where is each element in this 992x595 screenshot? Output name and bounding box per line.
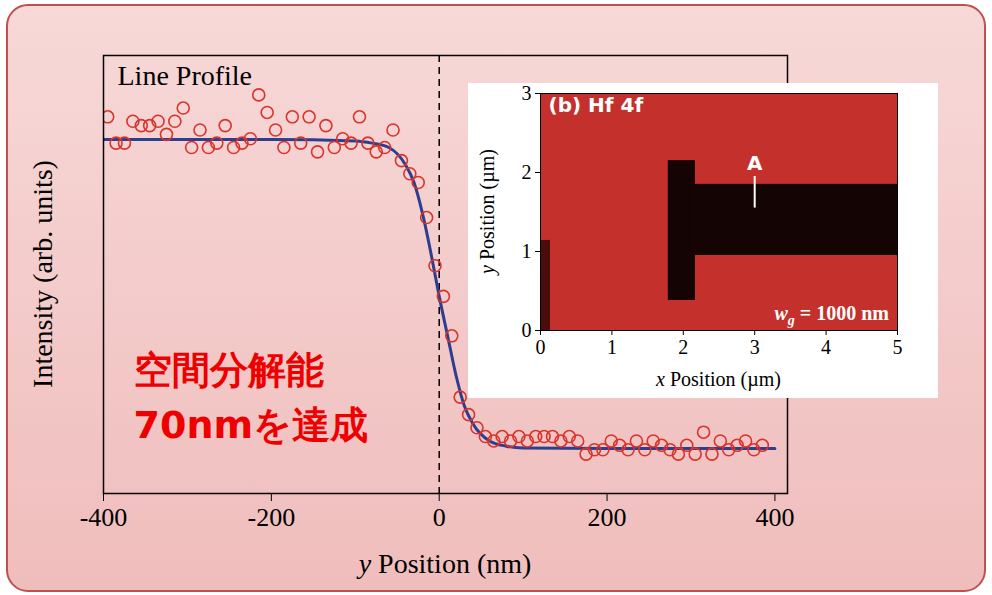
svg-text:0: 0 [522,319,532,341]
svg-text:(b) Hf 4f: (b) Hf 4f [549,93,644,117]
svg-text:y Position (nm): y Position (nm) [356,548,532,579]
svg-text:-200: -200 [248,503,296,532]
svg-text:1: 1 [607,336,617,358]
svg-text:1: 1 [522,240,532,262]
svg-text:4: 4 [821,336,831,358]
svg-text:Line Profile: Line Profile [118,60,253,91]
svg-text:5: 5 [893,336,903,358]
svg-text:y Position (µm): y Position (µm) [476,149,499,276]
svg-text:200: 200 [588,503,627,532]
svg-text:A: A [747,151,763,175]
svg-text:x Position (µm): x Position (µm) [655,368,781,391]
svg-text:400: 400 [755,503,794,532]
svg-text:空間分解能70nmを達成: 空間分解能70nmを達成 [134,348,369,447]
svg-text:wg = 1000 nm: wg = 1000 nm [774,302,889,328]
svg-text:2: 2 [522,161,532,183]
svg-text:-400: -400 [80,503,128,532]
svg-text:2: 2 [678,336,688,358]
svg-text:0: 0 [433,503,446,532]
svg-text:3: 3 [522,83,532,104]
svg-text:Intensity (arb. units): Intensity (arb. units) [27,160,58,388]
svg-text:0: 0 [536,336,546,358]
svg-text:3: 3 [750,336,760,358]
